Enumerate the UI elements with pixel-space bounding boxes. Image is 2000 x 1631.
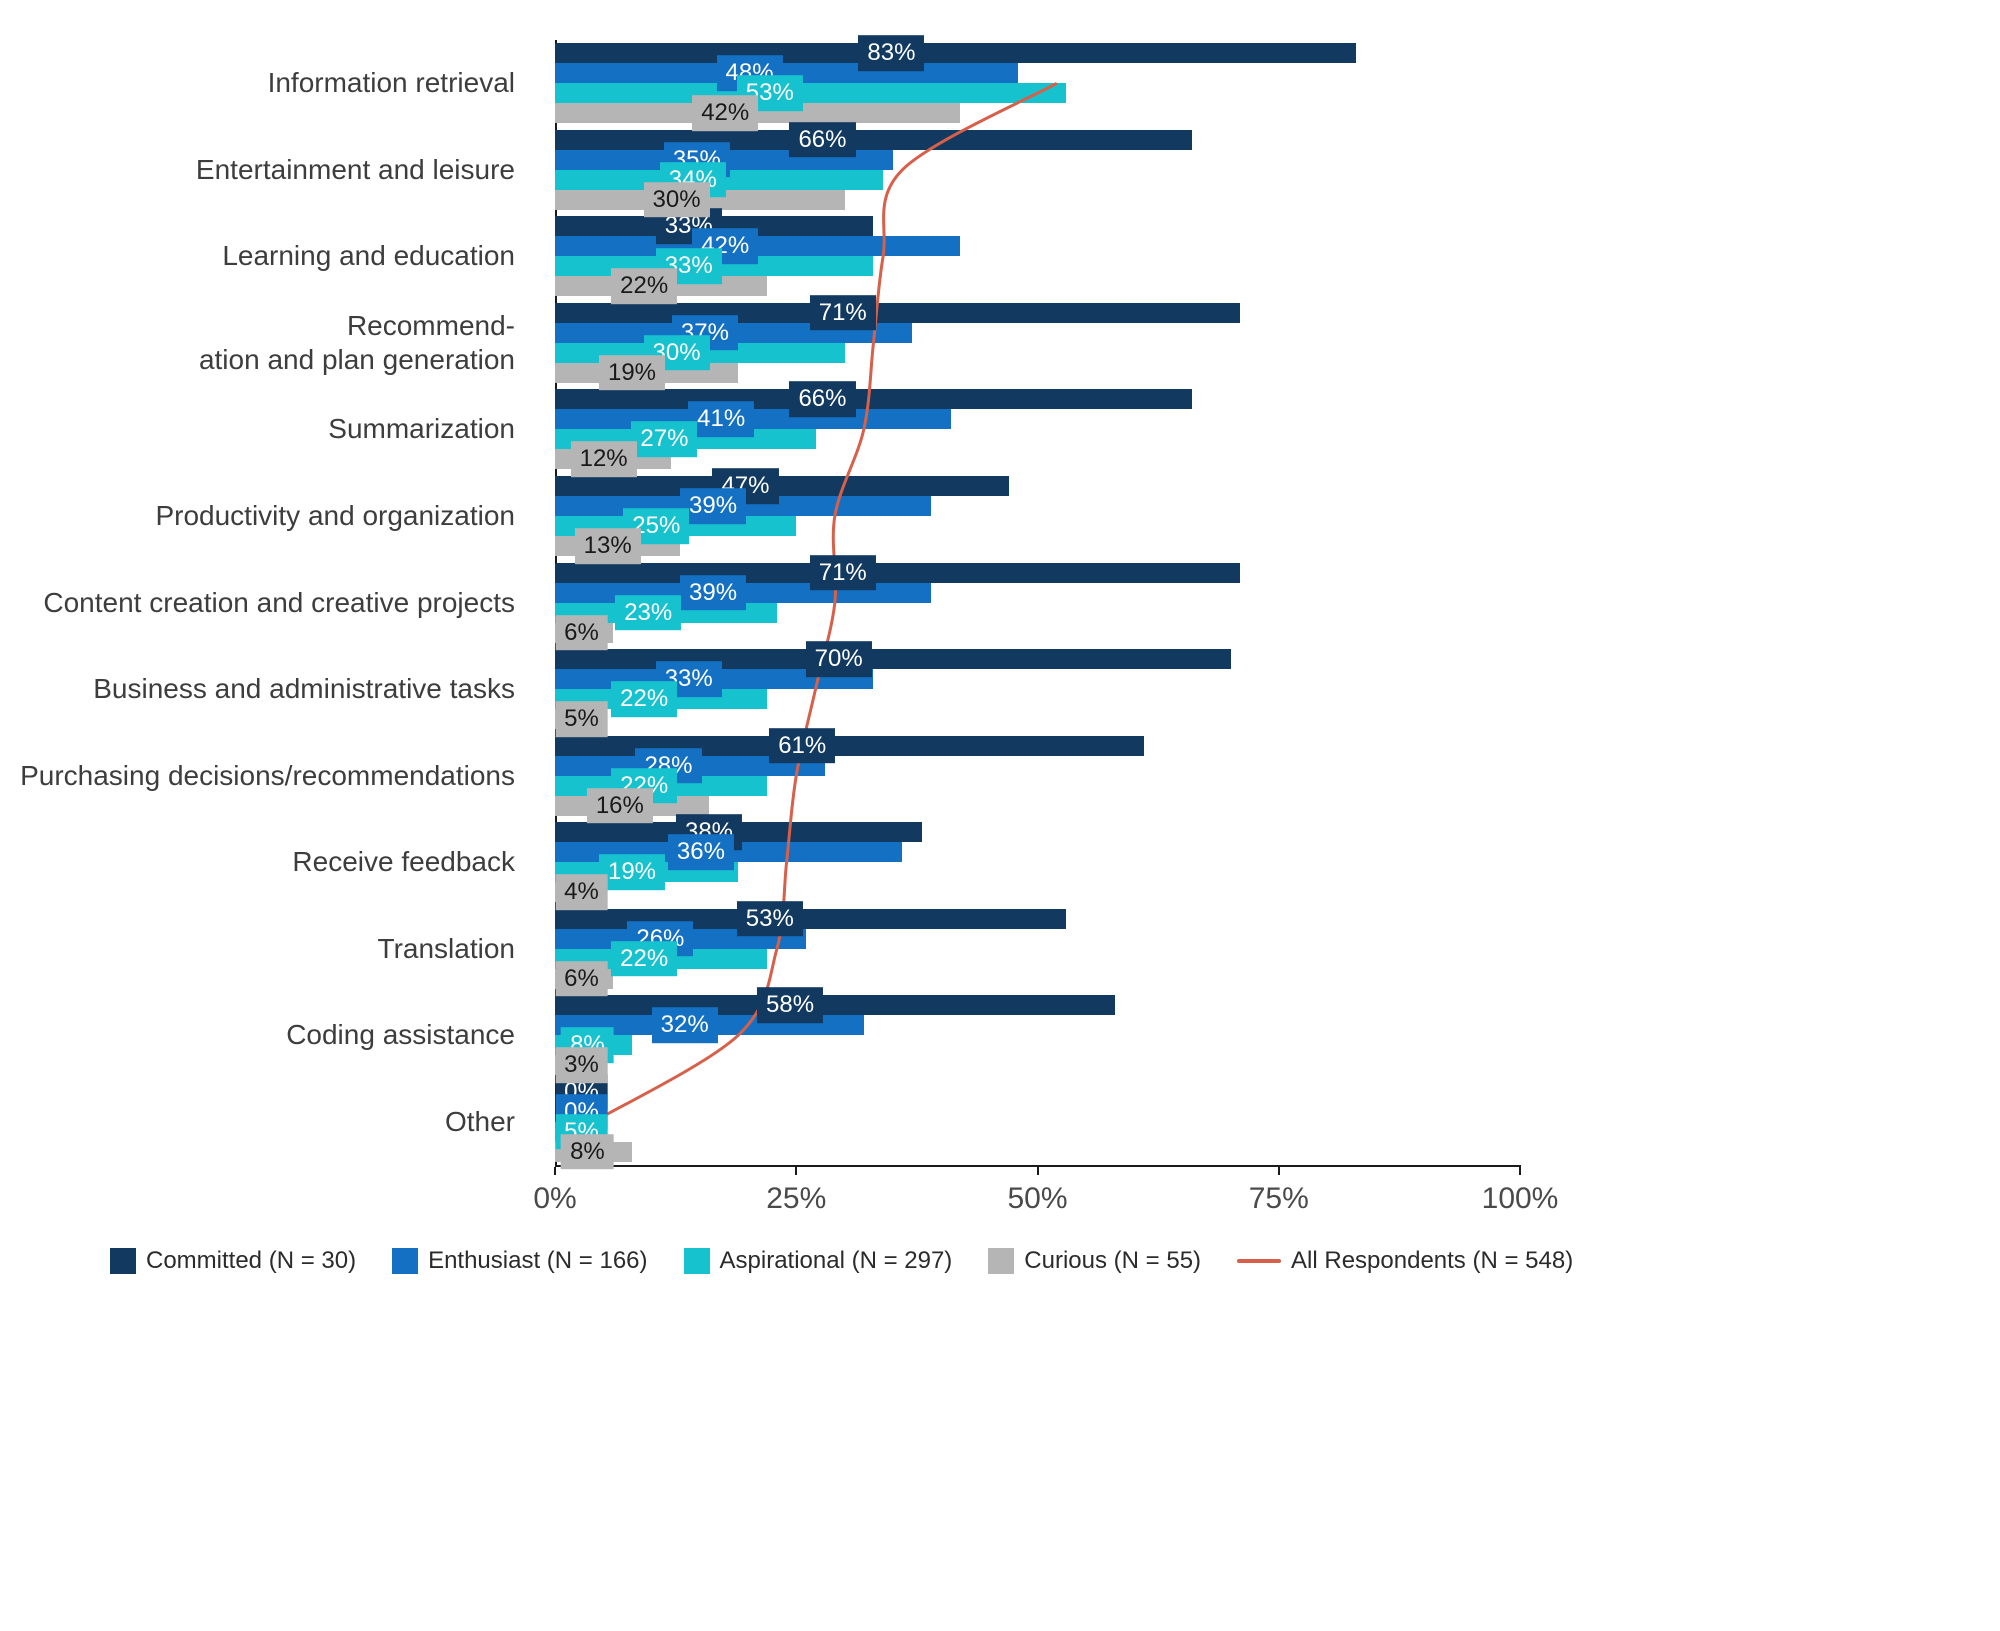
x-tick-mark xyxy=(554,1167,556,1175)
legend-label: Curious (N = 55) xyxy=(1024,1247,1202,1274)
category-label: Other xyxy=(444,1105,515,1137)
category-label: Productivity and organization xyxy=(155,499,515,531)
bar-value-label: 71% xyxy=(809,554,876,591)
bar-value-label: 19% xyxy=(598,355,666,391)
legend-label: Enthusiast (N = 166) xyxy=(428,1247,648,1274)
x-tick-label: 25% xyxy=(766,1182,827,1215)
bar-value-label: 22% xyxy=(611,268,678,305)
bar xyxy=(555,83,1067,104)
category-label: Translation xyxy=(377,932,515,964)
legend: Committed (N = 30) Enthusiast (N = 166) As… xyxy=(110,1244,1573,1278)
bar-value-label: 12% xyxy=(570,441,637,478)
bar-value-label: 32% xyxy=(651,1007,718,1043)
legend-label: All Respondents (N = 548) xyxy=(1291,1247,1574,1274)
bar-value-label: 27% xyxy=(631,421,698,458)
legend-item: Curious (N = 55) xyxy=(988,1247,1201,1275)
legend-item: Aspirational (N = 297) xyxy=(683,1247,953,1275)
category-label: Information retrieval xyxy=(267,67,515,99)
category-label: Entertainment and leisure xyxy=(195,153,515,185)
legend-swatch xyxy=(988,1248,1015,1274)
bar-value-label: 23% xyxy=(615,594,682,631)
x-axis-line xyxy=(555,1165,1521,1167)
bar-value-label: 13% xyxy=(574,528,641,564)
bar xyxy=(555,649,1231,670)
bar-value-label: 66% xyxy=(789,122,856,158)
bar-value-label: 39% xyxy=(680,488,747,524)
x-tick-label: 50% xyxy=(1007,1182,1068,1215)
category-label: Purchasing decisions/recommendations xyxy=(20,759,515,791)
bar-value-label: 19% xyxy=(598,854,666,890)
bar-value-label: 71% xyxy=(809,295,876,331)
bar-value-label: 6% xyxy=(555,614,608,651)
bar-value-label: 61% xyxy=(769,727,836,764)
bar-value-label: 4% xyxy=(555,874,608,910)
bar-value-label: 8% xyxy=(561,1133,614,1170)
all-respondents-line xyxy=(592,81,1058,1124)
category-label: Learning and education xyxy=(222,240,515,272)
legend-swatch xyxy=(683,1248,710,1274)
x-tick-label: 100% xyxy=(1481,1182,1559,1215)
bar xyxy=(555,475,1009,496)
x-tick-mark xyxy=(1036,1167,1039,1175)
bar-value-label: 30% xyxy=(643,182,710,218)
bar-value-label: 22% xyxy=(611,681,678,717)
bar-value-label: 42% xyxy=(692,95,759,132)
x-tick-mark xyxy=(1519,1167,1521,1175)
bar-value-label: 16% xyxy=(586,787,653,824)
bar-value-label: 83% xyxy=(858,35,925,72)
legend-swatch xyxy=(110,1248,136,1274)
bar-value-label: 3% xyxy=(555,1047,608,1083)
bar-value-label: 39% xyxy=(680,574,747,611)
category-label: Recommend- ation and plan generation xyxy=(198,309,515,375)
plot-area: 83% 66% 33% 71% 66% 47% 71% 70% 61% 38% 53% 58% 0% 48… xyxy=(555,35,1520,1170)
legend-swatch xyxy=(392,1248,419,1274)
legend-line-swatch xyxy=(1237,1259,1282,1263)
bar xyxy=(555,735,1144,756)
bar-value-label: 41% xyxy=(688,401,755,438)
bar-value-label: 5% xyxy=(555,701,608,737)
category-label: Content creation and creative projects xyxy=(43,586,515,618)
all-respondents-line-overlay xyxy=(592,81,1058,1124)
category-label: Summarization xyxy=(328,413,515,445)
category-axis: Information retrieval Entertainment and l… xyxy=(0,0,515,1631)
bar-value-label: 53% xyxy=(736,900,803,937)
bar-value-label: 22% xyxy=(611,940,678,977)
x-tick-mark xyxy=(795,1167,798,1175)
category-label: Receive feedback xyxy=(292,846,515,878)
legend-label: Aspirational (N = 297) xyxy=(719,1247,953,1274)
legend-label: Committed (N = 30) xyxy=(146,1247,357,1274)
bar-value-label: 66% xyxy=(789,381,856,418)
x-tick-label: 75% xyxy=(1248,1182,1309,1215)
bar-value-label: 58% xyxy=(757,987,824,1023)
bar-value-label: 6% xyxy=(555,960,608,997)
legend-item: Committed (N = 30) xyxy=(110,1247,356,1275)
bar-value-label: 36% xyxy=(667,834,734,870)
category-label: Coding assistance xyxy=(286,1019,515,1051)
x-tick-mark xyxy=(1277,1167,1280,1175)
category-label: Business and administrative tasks xyxy=(93,672,515,704)
legend-item: Enthusiast (N = 166) xyxy=(392,1247,648,1275)
bar-value-label: 70% xyxy=(805,641,872,677)
x-tick-label: 0% xyxy=(533,1182,577,1215)
legend-item-all-respondents: All Respondents (N = 548) xyxy=(1237,1247,1573,1275)
bar-value-label: 47% xyxy=(712,468,779,504)
